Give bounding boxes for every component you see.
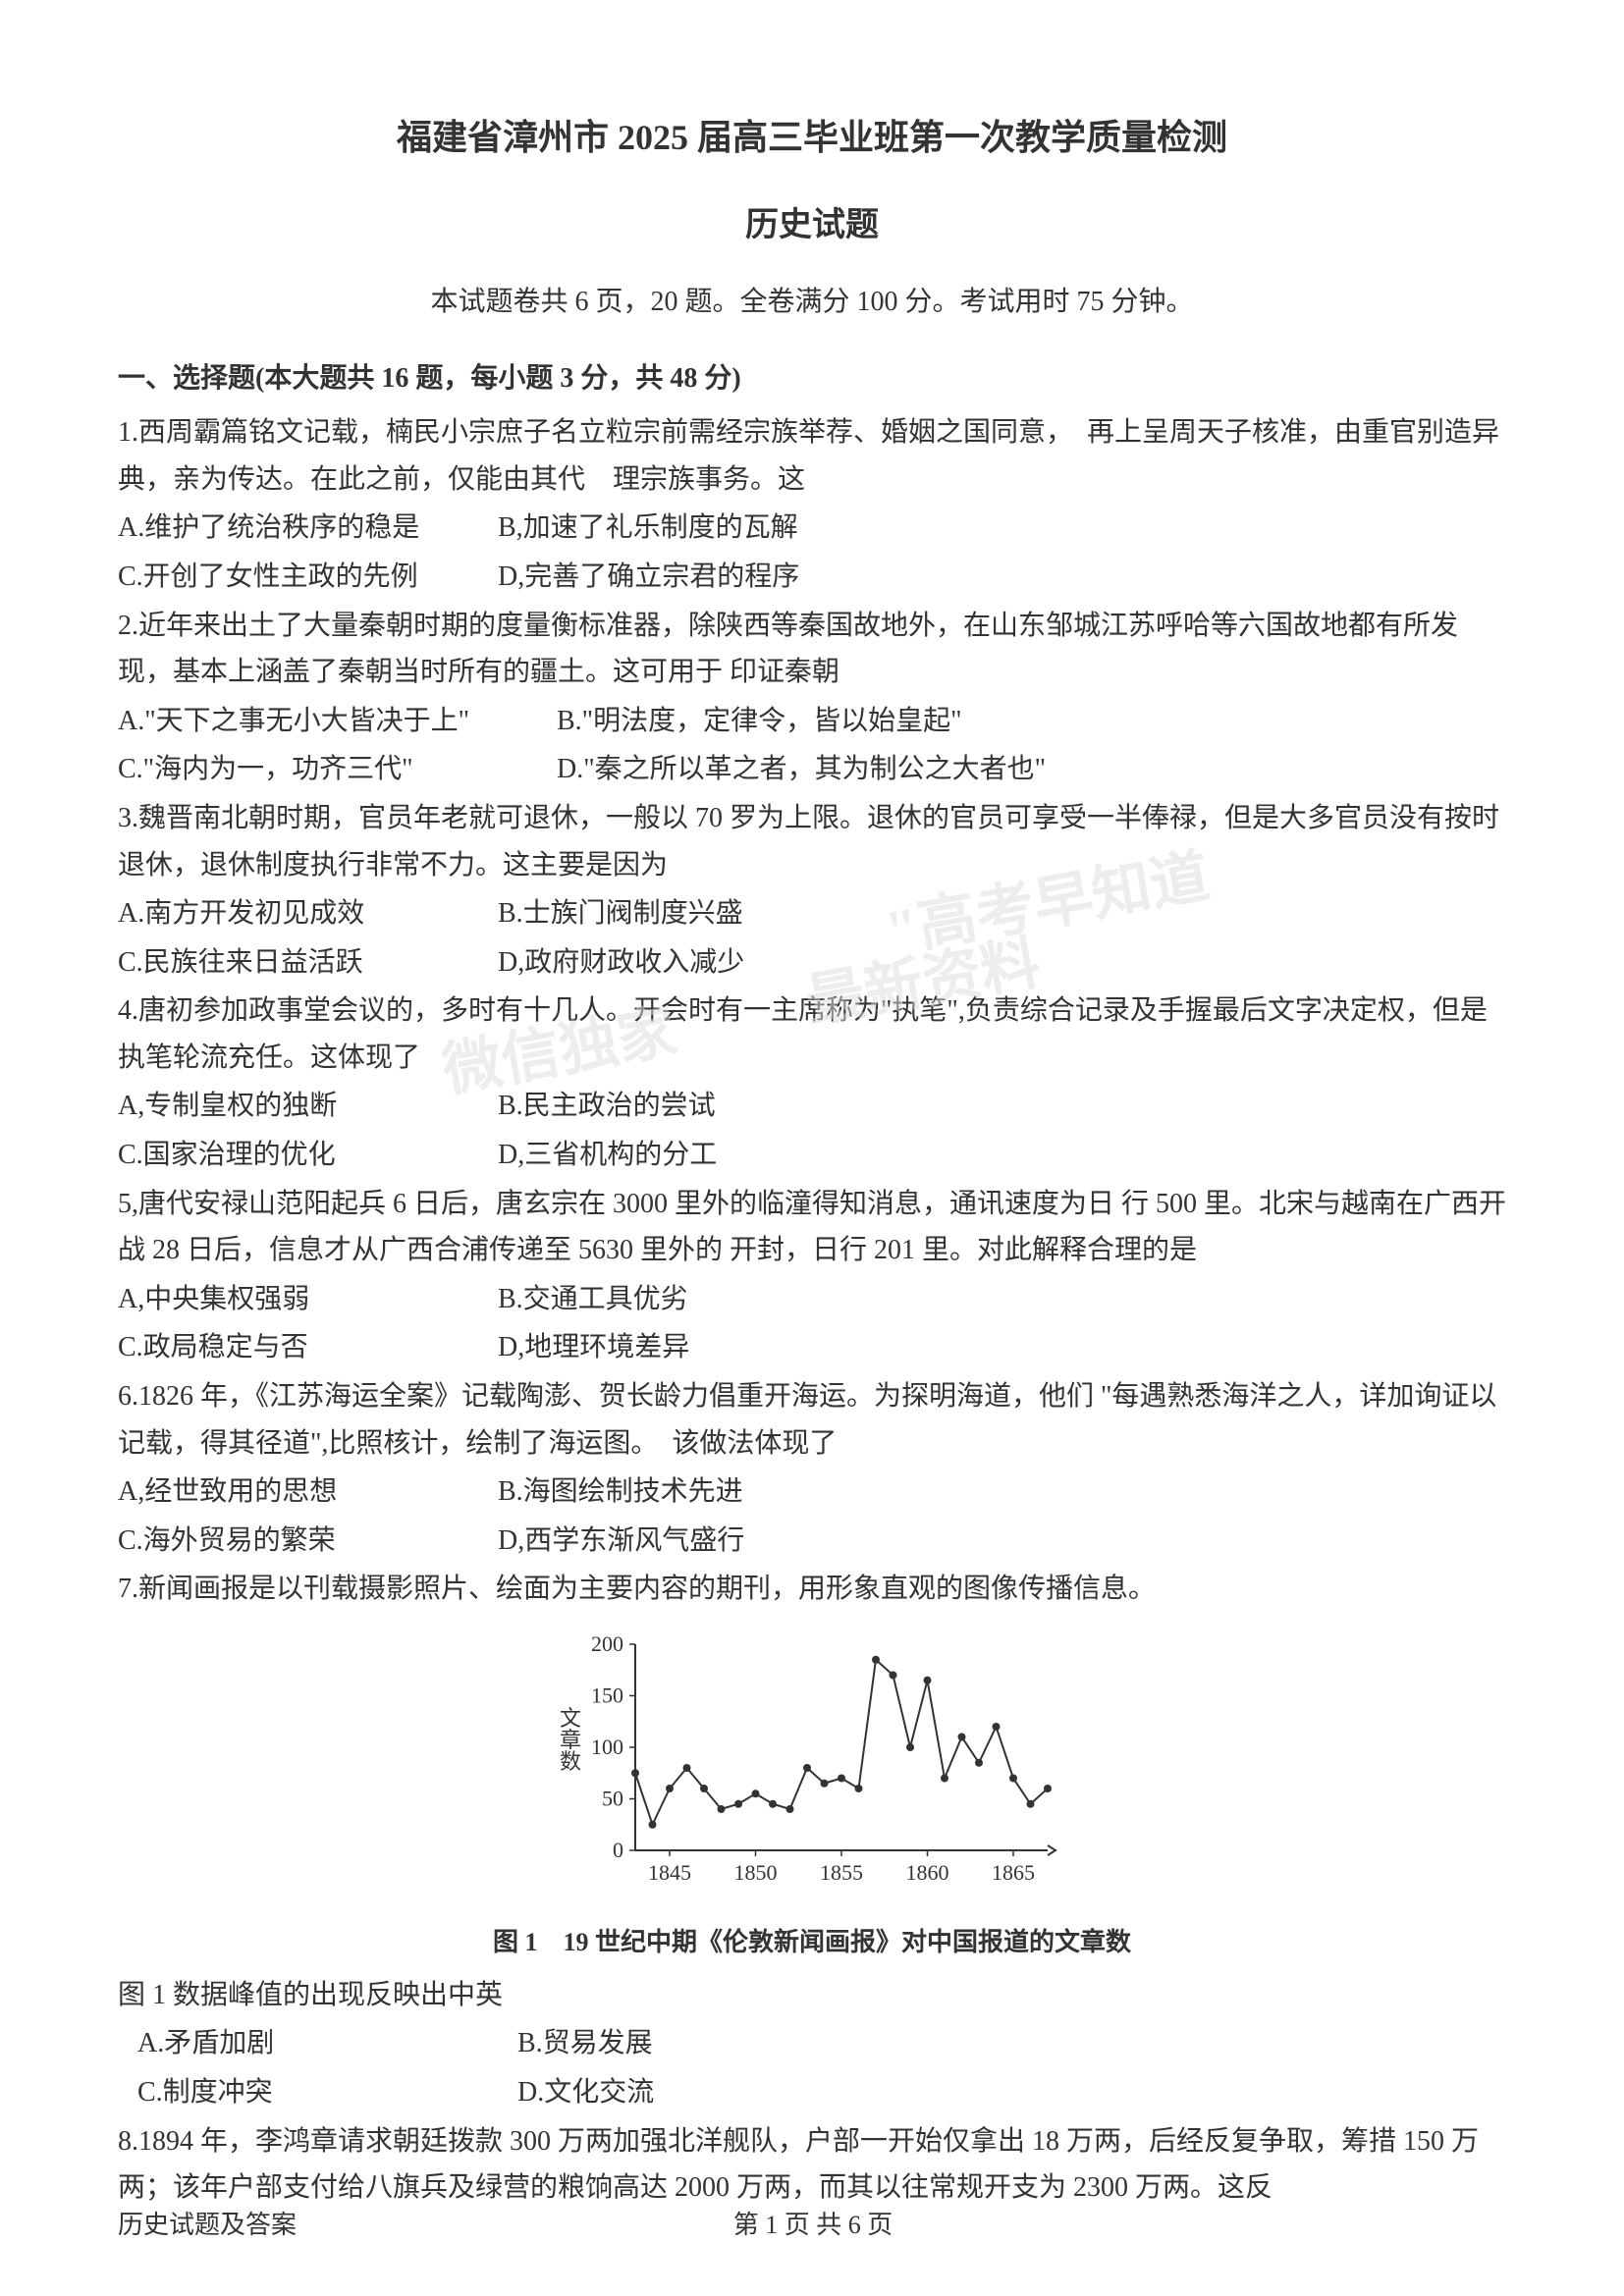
svg-text:200: 200 bbox=[591, 1631, 623, 1656]
option-c: C.制度冲突 bbox=[137, 2069, 511, 2116]
option-a: A.维护了统治秩序的稳是 bbox=[118, 505, 491, 552]
options-row: A.南方开发初见成效 B.士族门阀制度兴盛 bbox=[118, 890, 1506, 937]
chart-container: 0 50 100 150 200 1845 1850 1855 1860 1865 文章数 图 1 … bbox=[118, 1625, 1506, 1964]
options-row: A,专制皇权的独断 B.民主政治的尝试 bbox=[118, 1083, 1506, 1130]
option-a: A,专制皇权的独断 bbox=[118, 1083, 491, 1130]
svg-text:150: 150 bbox=[591, 1683, 623, 1708]
option-a: A.南方开发初见成效 bbox=[118, 890, 491, 937]
section-heading: 一、选择题(本大题共 16 题，每小题 3 分，共 48 分) bbox=[118, 355, 1506, 402]
question-text: 3.魏晋南北朝时期，官员年老就可退休，一般以 70 罗为上限。退休的官员可享受一… bbox=[118, 795, 1506, 888]
options-row: C."海内为一，功齐三代" D."秦之所以革之者，其为制公之大者也" bbox=[118, 746, 1506, 793]
option-b: B,加速了礼乐制度的瓦解 bbox=[498, 505, 871, 552]
exam-page: "高考早知道 最新资料 微信独家 福建省漳州市 2025 届高三毕业班第一次教学… bbox=[0, 0, 1624, 2296]
svg-text:0: 0 bbox=[613, 1838, 623, 1862]
option-b: B.贸易发展 bbox=[517, 2020, 891, 2067]
option-b: B.交通工具优劣 bbox=[498, 1276, 871, 1323]
options-row: A,经世致用的思想 B.海图绘制技术先进 bbox=[118, 1468, 1506, 1516]
svg-text:1860: 1860 bbox=[906, 1860, 949, 1885]
svg-text:文章数: 文章数 bbox=[560, 1706, 581, 1774]
question-text: 5,唐代安禄山范阳起兵 6 日后，唐玄宗在 3000 里外的临潼得知消息，通讯速… bbox=[118, 1181, 1506, 1274]
option-d: D,政府财政收入减少 bbox=[498, 939, 871, 987]
svg-text:100: 100 bbox=[591, 1735, 623, 1759]
option-d: D.文化交流 bbox=[517, 2069, 891, 2116]
exam-instructions: 本试题卷共 6 页，20 题。全卷满分 100 分。考试用时 75 分钟。 bbox=[118, 279, 1506, 326]
chart-svg: 0 50 100 150 200 1845 1850 1855 1860 1865 文章数 bbox=[547, 1625, 1077, 1899]
options-row: C.制度冲突 D.文化交流 bbox=[118, 2069, 1506, 2116]
option-c: C.国家治理的优化 bbox=[118, 1132, 491, 1179]
page-footer: 历史试题及答案 第 1 页 共 6 页 bbox=[118, 2204, 1506, 2247]
subject-title: 历史试题 bbox=[118, 197, 1506, 254]
svg-text:50: 50 bbox=[602, 1787, 623, 1811]
options-row: A,中央集权强弱 B.交通工具优劣 bbox=[118, 1276, 1506, 1323]
option-c: C.政局稳定与否 bbox=[118, 1324, 491, 1371]
option-a: A,经世致用的思想 bbox=[118, 1468, 491, 1516]
svg-text:1845: 1845 bbox=[648, 1860, 691, 1885]
option-b: B."明法度，定律令，皆以始皇起" bbox=[557, 698, 962, 745]
question-text: 4.唐初参加政事堂会议的，多时有十几人。开会时有一主席称为"执笔",负责综合记录… bbox=[118, 988, 1506, 1081]
option-b: B.海图绘制技术先进 bbox=[498, 1468, 871, 1516]
question-text: 图 1 数据峰值的出现反映出中英 bbox=[118, 1972, 1506, 2019]
option-d: D."秦之所以革之者，其为制公之大者也" bbox=[557, 746, 1046, 793]
option-c: C.开创了女性主政的先例 bbox=[118, 554, 491, 601]
footer-spacer bbox=[1329, 2204, 1506, 2247]
main-title: 福建省漳州市 2025 届高三毕业班第一次教学质量检测 bbox=[118, 108, 1506, 168]
question-text: 2.近年来出土了大量秦朝时期的度量衡标准器，除陕西等秦国故地外，在山东邹城江苏呼… bbox=[118, 603, 1506, 696]
option-c: C."海内为一，功齐三代" bbox=[118, 746, 550, 793]
option-d: D,西学东渐风气盛行 bbox=[498, 1518, 871, 1565]
option-a: A.矛盾加剧 bbox=[137, 2020, 511, 2067]
option-a: A."天下之事无小大皆决于上" bbox=[118, 698, 550, 745]
options-row: C.民族往来日益活跃 D,政府财政收入减少 bbox=[118, 939, 1506, 987]
options-row: A.矛盾加剧 B.贸易发展 bbox=[118, 2020, 1506, 2067]
svg-text:1855: 1855 bbox=[820, 1860, 863, 1885]
question-text: 1.西周霸篇铭文记载，楠民小宗庶子名立粒宗前需经宗族举荐、婚姻之国同意， 再上呈… bbox=[118, 409, 1506, 503]
option-d: D,地理环境差异 bbox=[498, 1324, 871, 1371]
options-row: A."天下之事无小大皆决于上" B."明法度，定律令，皆以始皇起" bbox=[118, 698, 1506, 745]
options-row: A.维护了统治秩序的稳是 B,加速了礼乐制度的瓦解 bbox=[118, 505, 1506, 552]
chart-caption: 图 1 19 世纪中期《伦敦新闻画报》对中国报道的文章数 bbox=[118, 1921, 1506, 1964]
question-text: 7.新闻画报是以刊载摄影照片、绘面为主要内容的期刊，用形象直观的图像传播信息。 bbox=[118, 1566, 1506, 1613]
options-row: C.政局稳定与否 D,地理环境差异 bbox=[118, 1324, 1506, 1371]
options-row: C.海外贸易的繁荣 D,西学东渐风气盛行 bbox=[118, 1518, 1506, 1565]
option-d: D,三省机构的分工 bbox=[498, 1132, 871, 1179]
option-b: B.民主政治的尝试 bbox=[498, 1083, 871, 1130]
option-a: A,中央集权强弱 bbox=[118, 1276, 491, 1323]
options-row: C.国家治理的优化 D,三省机构的分工 bbox=[118, 1132, 1506, 1179]
question-text: 8.1894 年，李鸿章请求朝廷拨款 300 万两加强北洋舰队，户部一开始仅拿出… bbox=[118, 2118, 1506, 2212]
footer-page-num: 第 1 页 共 6 页 bbox=[297, 2204, 1329, 2247]
options-row: C.开创了女性主政的先例 D,完善了确立宗君的程序 bbox=[118, 554, 1506, 601]
option-c: C.海外贸易的繁荣 bbox=[118, 1518, 491, 1565]
footer-left: 历史试题及答案 bbox=[118, 2204, 297, 2247]
option-d: D,完善了确立宗君的程序 bbox=[498, 554, 871, 601]
option-b: B.士族门阀制度兴盛 bbox=[498, 890, 871, 937]
option-c: C.民族往来日益活跃 bbox=[118, 939, 491, 987]
svg-text:1850: 1850 bbox=[734, 1860, 778, 1885]
question-text: 6.1826 年，《江苏海运全案》记载陶澎、贺长龄力倡重开海运。为探明海道，他们… bbox=[118, 1373, 1506, 1467]
line-chart: 0 50 100 150 200 1845 1850 1855 1860 1865 文章数 bbox=[547, 1625, 1077, 1915]
svg-text:1865: 1865 bbox=[992, 1860, 1035, 1885]
